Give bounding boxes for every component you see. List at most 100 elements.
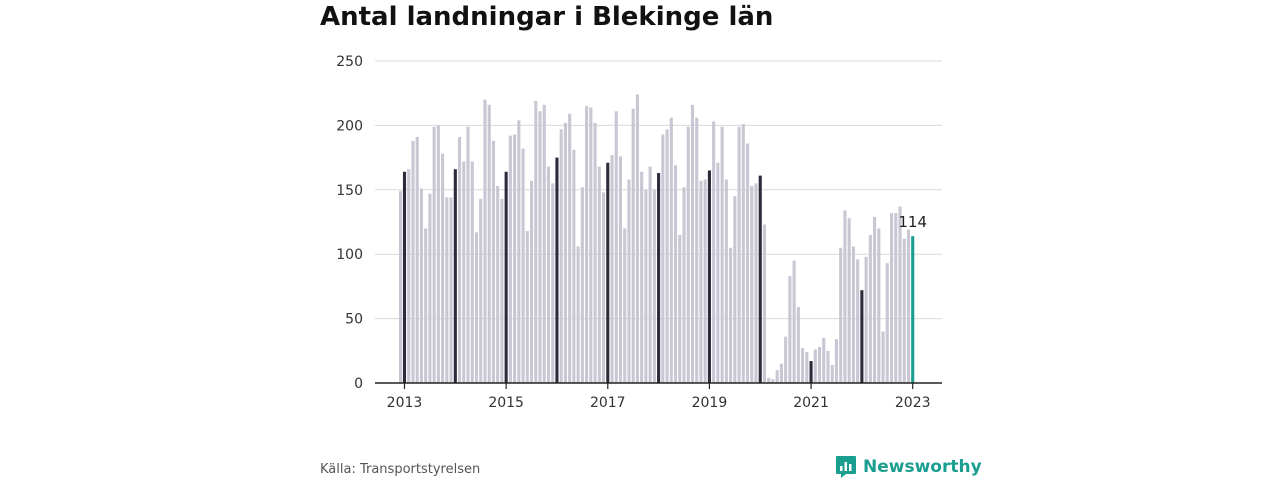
bar: [640, 171, 644, 383]
bar: [576, 246, 580, 383]
bar: [784, 336, 788, 383]
bar: [424, 228, 428, 383]
bar: [534, 100, 538, 383]
bar: [745, 143, 750, 383]
bar: [466, 126, 470, 384]
chart-title: Antal landningar i Blekinge län: [320, 2, 774, 32]
bar: [737, 126, 741, 384]
bar: [805, 352, 809, 383]
brand-name: Newsworthy: [863, 457, 982, 477]
bar: [470, 161, 474, 383]
bar: [695, 117, 699, 383]
bar: [407, 169, 411, 383]
bar: [644, 189, 648, 383]
bar: [491, 140, 495, 383]
bar: [873, 216, 877, 383]
bar: [572, 149, 576, 383]
bar: [618, 156, 623, 383]
y-tick-label: 50: [345, 312, 363, 328]
bar: [546, 166, 551, 383]
y-tick-label: 150: [336, 183, 363, 199]
bar: [885, 263, 889, 383]
y-tick-label: 250: [336, 54, 363, 70]
bar: [627, 179, 631, 383]
bar-latest: [911, 236, 915, 383]
x-tick-label: 2023: [895, 395, 931, 411]
bar: [436, 125, 440, 384]
bar: [513, 134, 517, 383]
bar: [530, 180, 534, 383]
bar-january: [809, 361, 813, 383]
bar-january: [555, 157, 559, 383]
bar-january: [707, 170, 711, 383]
newsworthy-chart-icon: [836, 456, 856, 478]
bar: [796, 307, 800, 383]
bar: [906, 229, 911, 383]
bar: [458, 136, 462, 383]
bar-january: [606, 162, 610, 383]
bar: [733, 196, 737, 383]
bar: [716, 162, 720, 383]
bar: [682, 187, 686, 383]
bar: [399, 191, 403, 383]
bar: [724, 179, 728, 383]
bar: [877, 228, 881, 383]
y-axis-labels: 0 50 100 150 200 250: [336, 54, 363, 392]
bar: [830, 364, 834, 383]
x-tick-label: 2021: [793, 395, 829, 411]
bar: [635, 94, 639, 383]
bar: [483, 99, 487, 383]
bar: [441, 153, 445, 383]
bar-january: [758, 175, 762, 383]
x-axis-labels: 2013 2015 2017 2019 2021 2023: [387, 395, 931, 411]
bar: [779, 363, 783, 383]
bar: [432, 126, 436, 384]
bar: [703, 179, 707, 383]
bar: [525, 231, 529, 383]
bar: [792, 260, 796, 383]
bars: [399, 94, 915, 384]
source-text: Källa: Transportstyrelsen: [320, 462, 481, 477]
x-tick-label: 2015: [488, 395, 524, 411]
bar: [551, 183, 555, 383]
bar: [419, 188, 423, 383]
bar: [771, 379, 775, 383]
bar: [754, 183, 758, 383]
bar: [601, 192, 606, 383]
bar: [479, 198, 483, 383]
bar: [847, 218, 851, 383]
bar: [496, 185, 500, 383]
bar: [593, 122, 597, 383]
bar: [568, 113, 572, 384]
x-tick-label: 2013: [387, 395, 423, 411]
bar: [864, 256, 868, 383]
x-axis: [375, 382, 942, 389]
newsworthy-logo[interactable]: Newsworthy: [835, 455, 982, 479]
x-tick-label: 2017: [590, 395, 626, 411]
bar: [521, 148, 525, 383]
bar: [669, 117, 673, 383]
bar: [902, 238, 906, 383]
bar: [843, 210, 847, 383]
bar: [894, 212, 898, 383]
latest-value-label: 114: [898, 213, 927, 231]
bar: [445, 197, 449, 383]
bar: [788, 276, 792, 383]
bar: [813, 349, 817, 383]
bar: [822, 337, 826, 383]
bar: [580, 187, 584, 383]
bar: [898, 206, 902, 383]
bar: [563, 122, 567, 383]
bar: [538, 111, 542, 384]
bar: [428, 193, 432, 383]
bar: [686, 126, 690, 384]
bar: [699, 180, 703, 383]
bar: [868, 234, 872, 383]
bar: [500, 198, 504, 383]
bar-january: [860, 290, 864, 383]
bar: [614, 111, 618, 384]
bar: [889, 212, 894, 383]
x-tick-label: 2019: [692, 395, 728, 411]
bar: [762, 224, 767, 383]
